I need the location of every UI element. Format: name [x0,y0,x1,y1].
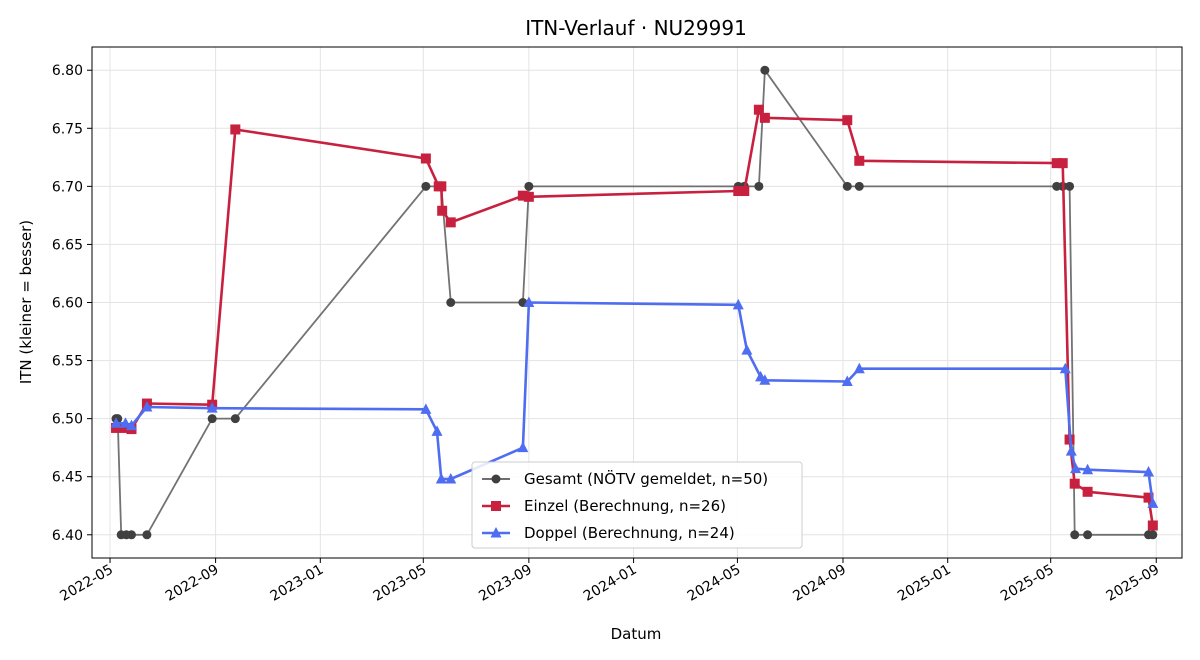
data-point [1070,530,1080,540]
data-point [141,401,153,412]
data-point [445,473,457,484]
data-point [1065,181,1075,191]
data-point [754,181,764,191]
data-point [523,296,535,307]
data-point [437,205,448,216]
chart-title: ITN-Verlauf · NU29991 [525,16,747,40]
data-point [111,422,122,433]
data-point [142,530,152,540]
series-line [116,108,1155,526]
data-point [110,417,122,428]
data-point [1057,158,1068,169]
data-point [1148,530,1158,540]
data-point [1059,362,1071,374]
data-point [126,530,136,540]
data-point [230,124,241,135]
data-point [854,155,865,166]
data-point [1143,466,1155,477]
data-point [853,362,865,374]
data-point [753,104,764,115]
legend-swatch-marker [491,474,501,484]
data-point [759,112,770,123]
data-point [517,190,528,201]
y-tick-label: 6.70 [52,179,83,195]
data-point [436,181,447,192]
data-point [119,417,131,428]
data-point [1070,462,1082,474]
legend-label: Einzel (Berechnung, n=26) [524,497,726,515]
legend-label: Gesamt (NÖTV gemeldet, n=50) [524,469,768,488]
data-point [1051,158,1062,169]
data-point [760,65,770,75]
data-point [854,181,864,191]
legend: Gesamt (NÖTV gemeldet, n=50) Einzel (Bere… [471,461,803,549]
legend-swatch-marker [490,527,502,538]
data-point [524,181,534,191]
data-point [842,181,852,191]
data-point [841,375,853,386]
series-triangle [110,296,1159,508]
y-tick-label: 6.40 [52,528,83,544]
data-point [206,402,218,413]
data-point [1147,497,1159,508]
data-point [431,425,443,436]
data-point [732,298,744,310]
data-point [1082,463,1094,475]
legend-swatch-marker [491,501,501,511]
data-point [842,115,853,126]
data-point [207,414,217,424]
data-point [759,374,771,385]
y-tick-label: 6.55 [52,354,83,370]
y-tick-label: 6.60 [52,296,83,312]
y-axis-title: ITN (kleiner = besser) [17,220,35,384]
y-tick-label: 6.65 [52,237,83,253]
data-point [445,217,456,228]
data-point [733,186,744,197]
y-tick-label: 6.45 [52,470,83,486]
data-point [1069,478,1080,489]
data-point [739,186,750,197]
data-point [1147,520,1158,531]
legend-label: Doppel (Berechnung, n=24) [524,524,735,542]
data-point [741,344,753,355]
data-point [1082,486,1093,497]
data-point [421,181,431,191]
data-point [420,403,432,414]
data-point [446,298,456,307]
y-tick-label: 6.80 [52,63,83,79]
data-point [420,153,431,164]
series-layer [110,65,1159,540]
data-point [230,414,240,424]
y-tick-label: 6.75 [52,121,83,137]
data-point [120,422,131,433]
data-point [1083,530,1093,540]
x-axis-title: Datum [611,625,662,643]
data-point [517,441,529,453]
data-point [1143,492,1154,503]
data-point [435,473,447,484]
data-point [1065,445,1077,456]
y-tick-label: 6.50 [52,412,83,428]
legend-box [471,461,803,549]
data-point [125,419,137,431]
data-point [523,191,534,202]
